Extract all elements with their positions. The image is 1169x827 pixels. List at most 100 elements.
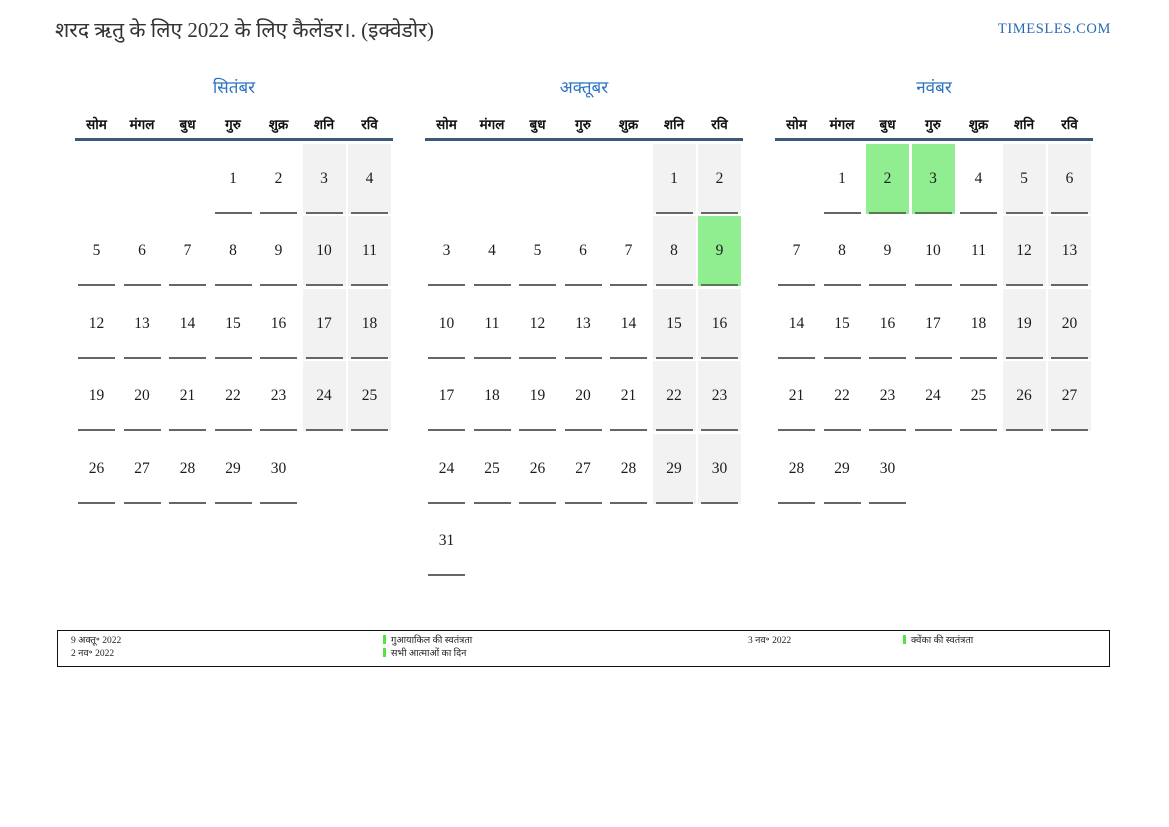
day-cell: 26 [516,434,559,504]
weekday-label: बुध [179,117,196,132]
day-underline [610,429,647,431]
legend-date: 2 नव॰ 2022 [71,649,115,659]
day-number: 25 [484,459,500,477]
day-underline [701,211,738,214]
weekday-label: बुध [879,117,896,132]
day-underline [351,211,388,214]
day-number: 29 [225,459,241,477]
day-cell: 30 [257,434,300,504]
day-cell: 24 [302,361,346,431]
day-number: 17 [925,314,941,332]
day-underline [610,284,647,286]
day-underline [1051,284,1088,286]
weekday-row: सोम मंगल बुध गुरु शुक्र शनि रवि [425,111,743,133]
day-cell: 16 [698,288,741,359]
day-number: 24 [925,387,941,404]
weekday-label: शनि [663,117,685,132]
month-title: सितंबर [212,78,256,97]
day-number: 30 [270,459,287,477]
day-cell: 22 [821,361,864,431]
day-underline [655,501,693,504]
day-underline [655,211,693,214]
day-underline [78,429,115,431]
day-underline [305,284,343,286]
day-cell: 3 [911,143,955,214]
day-underline [169,501,206,504]
day-underline [1051,429,1088,431]
weekday-label: बुध [529,117,546,132]
month-title: नवंबर [916,78,952,97]
day-number: 3 [320,169,328,187]
day-cell: 22 [212,361,255,431]
day-number: 7 [624,242,633,259]
legend-date: 3 नव॰ 2022 [748,636,792,646]
day-cell [1048,434,1091,504]
day-underline [1051,211,1088,214]
day-cell [348,434,391,504]
day-underline [960,211,997,214]
day-number: 10 [925,242,941,259]
day-number: 28 [788,459,805,477]
day-cell: 4 [471,216,514,286]
day-cell: 29 [821,434,864,504]
day-number: 19 [88,387,105,404]
day-cell: 13 [562,289,605,359]
day-underline [260,284,297,286]
day-underline [428,501,465,504]
day-number: 6 [1065,169,1074,187]
day-cell: 13 [121,289,164,359]
day-number: 25 [970,387,987,404]
day-number: 27 [134,459,150,477]
day-cell [303,434,346,504]
day-number: 1 [229,169,237,187]
day-number: 3 [442,242,451,259]
day-number: 30 [711,459,728,477]
day-cell [1003,434,1046,504]
day-number: 1 [670,169,678,187]
day-cell [121,144,164,214]
day-number: 5 [1020,169,1028,187]
day-number: 27 [575,459,591,477]
day-underline [214,429,252,431]
month-header-line [775,138,1093,141]
day-underline [823,501,861,504]
day-cell: 2 [257,144,300,214]
day-cell: 14 [775,289,818,359]
day-number: 22 [225,387,241,404]
day-cell: 6 [121,216,164,286]
day-cell: 22 [652,361,696,431]
day-underline [564,284,602,286]
month-block: सितंबर सोम मंगल बुध गुरु शुक्र शनि रवि 1 2 3 4 5 6 7 8 9… [75,76,393,576]
day-number: 28 [179,459,196,477]
day-cell: 17 [302,288,346,359]
day-cell: 14 [607,289,650,359]
day-underline [914,429,952,431]
day-cell [425,144,468,214]
weekday-label: मंगल [829,117,855,132]
day-number: 20 [575,387,591,404]
day-underline [351,429,388,431]
day-cell: 1 [821,144,864,214]
day-cell: 10 [302,216,346,286]
day-number: 29 [666,459,682,477]
weekday-label: शनि [1013,117,1035,132]
day-cell: 7 [607,216,650,286]
day-number: 7 [792,242,801,259]
weekday-label: सोम [86,117,107,132]
day-cell: 1 [212,144,255,214]
month-header-line [75,138,393,141]
day-cell: 7 [166,216,209,286]
weekday-label: गुरु [575,117,591,132]
day-number: 30 [879,459,896,477]
day-cell [516,506,559,576]
day-cell: 9 [257,216,300,286]
brand-link[interactable]: TIMESLES.COM [997,21,1111,37]
weekday-label: रवि [1061,117,1078,132]
day-underline [473,429,511,431]
calendar-months: सितंबर सोम मंगल बुध गुरु शुक्र शनि रवि 1 2 3 4 5 6 7 8 9… [75,76,1169,576]
month-title: अक्तूबर [559,78,609,97]
day-cell: 23 [866,361,909,431]
day-cell: 26 [75,434,118,504]
day-cell: 23 [257,361,300,431]
day-cell [912,434,955,504]
